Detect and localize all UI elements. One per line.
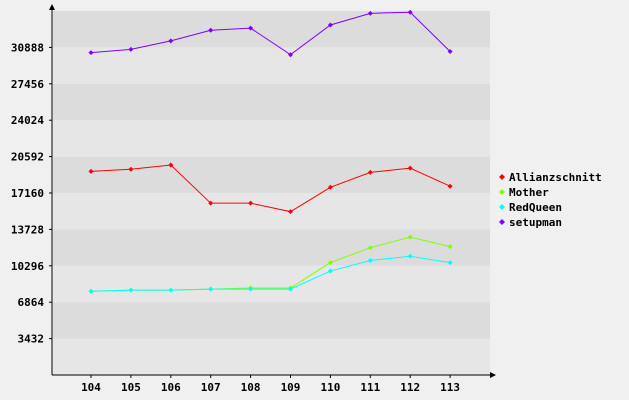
- grid-band: [53, 265, 490, 303]
- data-point: [407, 9, 413, 15]
- data-point: [447, 183, 453, 189]
- data-point: [288, 209, 293, 215]
- legend-marker: [499, 189, 505, 195]
- data-point: [128, 287, 134, 293]
- data-point: [168, 287, 174, 293]
- data-point: [128, 166, 134, 172]
- series-line: [90, 255, 451, 292]
- data-point: [88, 168, 94, 174]
- data-point: [407, 165, 413, 171]
- data-point: [168, 38, 174, 44]
- data-point: [128, 46, 134, 52]
- data-point: [367, 245, 373, 251]
- data-point: [248, 25, 254, 31]
- y-tick-label: 3432: [18, 333, 45, 346]
- y-tick-label: 17160: [11, 187, 44, 200]
- data-point: [447, 260, 453, 266]
- data-point: [288, 52, 293, 58]
- grid-band: [53, 11, 490, 48]
- data-point: [367, 257, 373, 263]
- x-tick-label: 113: [440, 381, 460, 394]
- data-point: [327, 184, 333, 190]
- legend-marker: [499, 174, 505, 180]
- legend-label: Allianzschnitt: [509, 171, 602, 184]
- x-tick-label: 112: [400, 381, 420, 394]
- x-tick-labels: 104 105 106 107 108 109 110 111 112 113: [81, 375, 460, 394]
- grid-band: [53, 156, 490, 193]
- data-point: [327, 22, 333, 28]
- legend: Allianzschnitt Mother RedQueen setupman: [499, 171, 602, 229]
- x-tick-label: 109: [281, 381, 301, 394]
- x-tick-label: 111: [360, 381, 380, 394]
- data-point: [447, 49, 453, 55]
- legend-label: RedQueen: [509, 201, 562, 214]
- x-tick-label: 108: [241, 381, 261, 394]
- grid-band: [53, 47, 490, 84]
- series-line: [90, 164, 451, 213]
- data-point: [407, 253, 413, 259]
- y-tick-label: 30888: [11, 41, 44, 54]
- y-tick-label: 27456: [11, 78, 44, 91]
- series-lines: [88, 9, 453, 294]
- data-point: [327, 260, 333, 266]
- data-point: [327, 268, 333, 274]
- x-axis-arrow: [490, 372, 496, 378]
- grid-band: [53, 83, 490, 121]
- legend-label: setupman: [509, 216, 562, 229]
- legend-item: RedQueen: [499, 201, 562, 214]
- data-point: [367, 10, 373, 16]
- data-point: [447, 244, 453, 250]
- data-point: [248, 286, 254, 292]
- data-point: [208, 27, 214, 33]
- y-tick-label: 6864: [18, 296, 45, 309]
- series-allianzschnitt: [88, 162, 453, 215]
- y-tick-label: 13728: [11, 223, 44, 236]
- y-tick-label: 10296: [11, 260, 44, 273]
- data-point: [367, 169, 373, 175]
- legend-item: Mother: [499, 186, 549, 199]
- data-point: [407, 234, 413, 240]
- legend-marker: [499, 219, 505, 225]
- data-point: [168, 162, 174, 168]
- x-tick-label: 104: [81, 381, 101, 394]
- grid-band: [53, 302, 490, 339]
- grid-band: [53, 229, 490, 266]
- y-tick-label: 24024: [11, 114, 44, 127]
- y-tick-label: 20592: [11, 151, 44, 164]
- series-redqueen: [88, 253, 453, 294]
- y-tick-labels: 3432 6864 10296 13728 17160 20592 24024 27456 30…: [11, 41, 52, 346]
- legend-item: setupman: [499, 216, 562, 229]
- legend-label: Mother: [509, 186, 549, 199]
- grid-band: [53, 338, 490, 375]
- data-point: [88, 288, 94, 294]
- series-line: [90, 11, 451, 56]
- data-point: [288, 286, 293, 292]
- x-tick-label: 110: [320, 381, 340, 394]
- x-tick-label: 107: [201, 381, 221, 394]
- data-point: [208, 200, 214, 206]
- grid-bands: [53, 11, 490, 375]
- grid-band: [53, 193, 490, 230]
- grid-band: [53, 120, 490, 157]
- series-setupman: [88, 9, 453, 58]
- x-tick-label: 105: [121, 381, 141, 394]
- y-axis-arrow: [49, 4, 55, 10]
- data-point: [248, 200, 254, 206]
- legend-item: Allianzschnitt: [499, 171, 602, 184]
- x-tick-label: 106: [161, 381, 181, 394]
- data-point: [88, 50, 94, 56]
- axes: [49, 4, 496, 378]
- data-point: [208, 286, 214, 292]
- legend-marker: [499, 204, 505, 210]
